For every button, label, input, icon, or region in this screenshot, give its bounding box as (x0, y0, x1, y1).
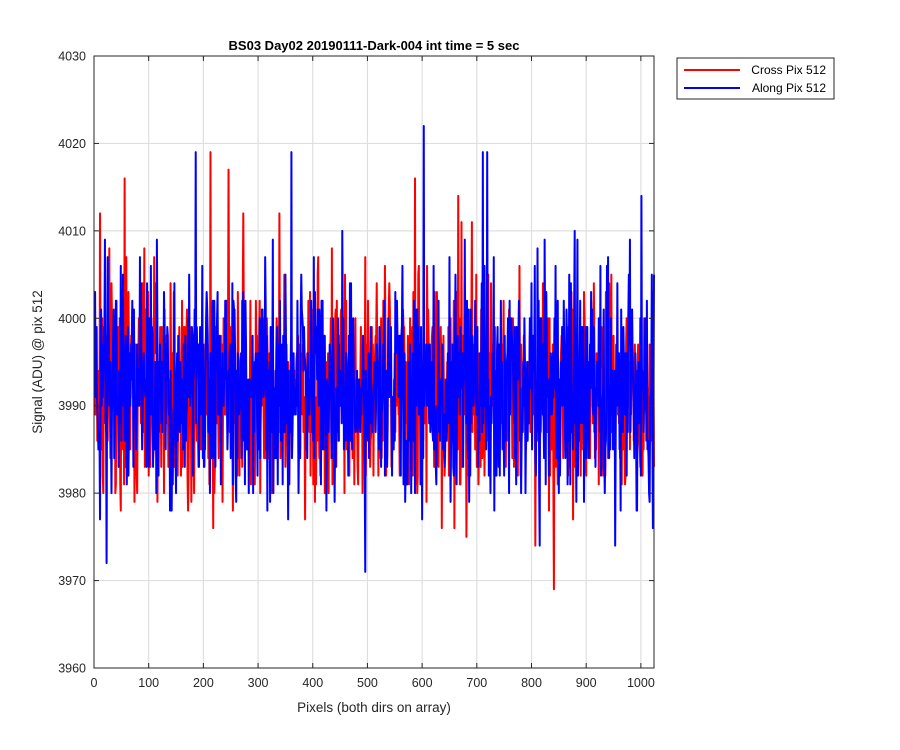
chart-title: BS03 Day02 20190111-Dark-004 int time = … (229, 38, 520, 53)
x-tick-label: 500 (357, 676, 378, 690)
y-tick-label: 3990 (58, 399, 86, 413)
y-tick-label: 4020 (58, 137, 86, 151)
axes-box (93, 55, 655, 669)
legend[interactable]: Cross Pix 512 Along Pix 512 (676, 57, 835, 100)
x-tick-label: 200 (193, 676, 214, 690)
x-tick-label: 800 (521, 676, 542, 690)
x-tick-label: 0 (91, 676, 98, 690)
x-tick-label: 700 (466, 676, 487, 690)
legend-label-cross-pix-512: Cross Pix 512 (751, 63, 826, 77)
series-line-along-pix-512 (93, 124, 655, 573)
x-tick-label: 900 (576, 676, 597, 690)
legend-box (676, 57, 835, 100)
y-tick-label: 4010 (58, 224, 86, 238)
legend-label-along-pix-512: Along Pix 512 (752, 81, 826, 95)
y-axis-label: Signal (ADU) @ pix 512 (30, 290, 45, 434)
y-tick-label: 3980 (58, 487, 86, 501)
y-tick-label: 3970 (58, 574, 86, 588)
y-tick-label: 4030 (58, 50, 86, 64)
x-tick-label: 400 (302, 676, 323, 690)
y-tick-label: 4000 (58, 312, 86, 326)
x-tick-label: 300 (248, 676, 269, 690)
x-axis-label: Pixels (both dirs on array) (297, 700, 451, 715)
series-layer (93, 124, 655, 591)
y-tick-label: 3960 (58, 662, 86, 676)
x-tick-label: 1000 (627, 676, 655, 690)
x-tick-label: 600 (412, 676, 433, 690)
x-tick-label: 100 (138, 676, 159, 690)
tick-labels: 0 100 200 300 400 500 600 700 800 900 1000 3960 3970… (58, 50, 655, 691)
ticks (93, 55, 654, 669)
